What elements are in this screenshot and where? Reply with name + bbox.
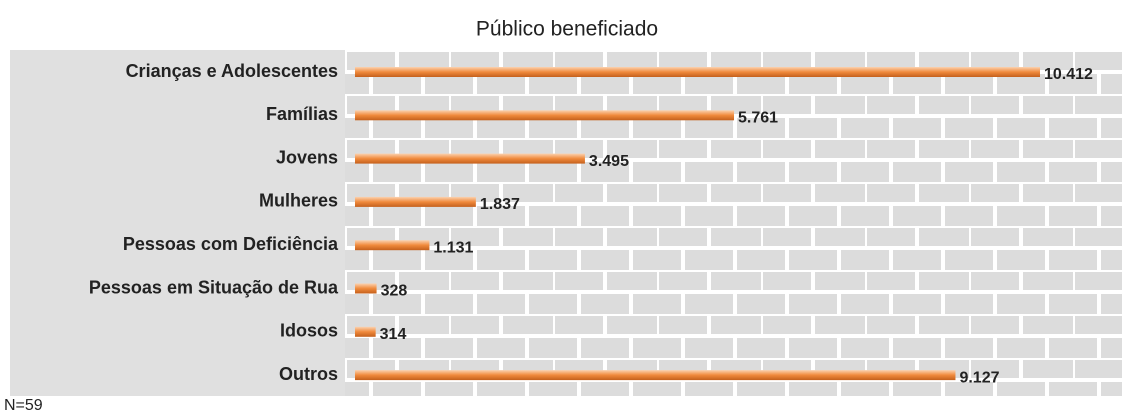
chart-title: Público beneficiado bbox=[476, 18, 658, 41]
category-label: Mulheres bbox=[259, 191, 338, 211]
bar bbox=[355, 153, 585, 164]
bar bbox=[355, 326, 376, 337]
category-label: Pessoas com Deficiência bbox=[123, 234, 339, 254]
value-label: 328 bbox=[381, 283, 408, 300]
category-label: Crianças e Adolescentes bbox=[126, 61, 338, 81]
value-label: 9.127 bbox=[959, 369, 999, 386]
category-label: Idosos bbox=[280, 321, 338, 341]
bar bbox=[355, 196, 476, 207]
value-label: 1.837 bbox=[480, 196, 520, 213]
value-label: 3.495 bbox=[589, 153, 629, 170]
bar bbox=[355, 67, 1040, 77]
bar bbox=[355, 240, 430, 251]
category-label: Outros bbox=[279, 364, 338, 384]
bar bbox=[355, 370, 956, 381]
value-label: 10.412 bbox=[1044, 66, 1093, 83]
category-label: Jovens bbox=[276, 147, 338, 167]
value-label: 314 bbox=[380, 326, 407, 343]
label-panel bbox=[10, 50, 345, 396]
value-label: 5.761 bbox=[738, 110, 778, 127]
category-label: Pessoas em Situação de Rua bbox=[89, 277, 339, 297]
category-label: Famílias bbox=[266, 104, 338, 124]
bar bbox=[355, 283, 377, 294]
bar bbox=[355, 110, 735, 121]
note: N=59 bbox=[4, 397, 43, 414]
value-label: 1.131 bbox=[433, 239, 473, 256]
plot-area bbox=[345, 50, 1122, 396]
